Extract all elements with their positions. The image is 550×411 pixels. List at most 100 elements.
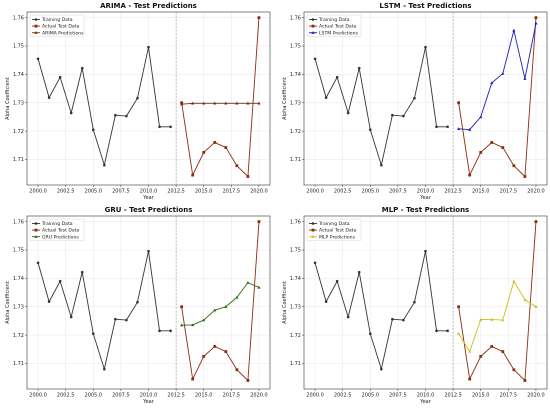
data-point (501, 146, 504, 149)
data-point (435, 126, 438, 129)
y-tick-label: 1.76 (13, 219, 24, 225)
legend: Training DataActual Test DataARIMA Predi… (30, 15, 84, 37)
x-axis-label: Year (142, 399, 155, 405)
data-point (213, 345, 216, 348)
data-point (114, 318, 117, 321)
x-tick-label: 2007.5 (112, 189, 130, 195)
data-point (490, 141, 493, 144)
y-tick-label: 1.73 (290, 304, 301, 310)
data-point (479, 355, 482, 358)
y-tick-label: 1.72 (13, 129, 24, 135)
data-point (48, 96, 51, 99)
data-point (103, 164, 106, 167)
y-tick-label: 1.74 (290, 72, 301, 78)
data-point (213, 141, 216, 144)
legend-label: Training Data (41, 221, 73, 227)
data-point (446, 330, 449, 333)
x-tick-label: 2010.0 (417, 189, 435, 195)
x-tick-label: 2005.0 (362, 189, 380, 195)
y-tick-label: 1.76 (290, 15, 301, 21)
legend-label: Training Data (318, 17, 350, 23)
x-tick-label: 2012.5 (167, 393, 185, 399)
data-point (347, 112, 350, 115)
legend-marker (35, 25, 38, 28)
x-tick-label: 2010.0 (140, 393, 158, 399)
data-point (136, 97, 139, 100)
data-point (413, 301, 416, 304)
data-point (402, 319, 405, 322)
data-point (158, 330, 161, 333)
data-point (136, 301, 139, 304)
data-point (180, 305, 183, 308)
legend-marker (312, 229, 315, 232)
y-axis-label: Alpha Coefficient (5, 281, 11, 324)
data-point (258, 220, 261, 223)
data-point (235, 164, 238, 167)
y-axis-label: Alpha Coefficient (282, 281, 288, 324)
data-point (336, 76, 339, 79)
data-point (125, 319, 128, 322)
chart-panel-2: 2000.0 2002.5 2005.0 2007.5 2010.0 2012.5 2015… (282, 2, 547, 201)
x-tick-label: 2002.5 (334, 393, 352, 399)
data-point (468, 378, 471, 381)
x-tick-label: 2002.5 (334, 189, 352, 195)
data-point (202, 355, 205, 358)
data-point (358, 271, 361, 274)
x-tick-label: 2015.0 (472, 189, 490, 195)
data-point (48, 300, 51, 303)
x-tick-label: 2007.5 (389, 393, 407, 399)
data-point (247, 175, 250, 178)
x-tick-label: 2012.5 (444, 189, 462, 195)
chart-title: GRU - Test Predictions (105, 206, 193, 214)
x-tick-label: 2010.0 (140, 189, 158, 195)
x-tick-label: 2012.5 (167, 189, 185, 195)
data-point (147, 46, 150, 49)
y-tick-label: 1.76 (290, 219, 301, 225)
data-point (169, 330, 172, 333)
x-tick-label: 2000.0 (306, 189, 324, 195)
data-point (169, 126, 172, 129)
y-tick-label: 1.76 (13, 15, 24, 21)
data-point (524, 175, 527, 178)
data-point (413, 97, 416, 100)
x-tick-label: 2000.0 (29, 189, 47, 195)
x-tick-label: 2020.0 (527, 393, 545, 399)
legend-marker (312, 18, 315, 21)
data-point (37, 261, 40, 264)
legend: Training DataActual Test DataLSTM Predic… (307, 15, 361, 37)
data-point (512, 368, 515, 371)
data-point (59, 280, 62, 283)
legend-marker (35, 229, 38, 232)
data-point (191, 378, 194, 381)
data-point (114, 114, 117, 117)
y-tick-label: 1.75 (290, 44, 301, 50)
legend-marker (35, 18, 38, 21)
data-point (336, 280, 339, 283)
x-tick-label: 2007.5 (112, 393, 130, 399)
data-point (369, 332, 372, 335)
legend-label: LSTM Predictions (319, 30, 359, 36)
y-axis-label: Alpha Coefficient (5, 77, 11, 120)
data-point (325, 96, 328, 99)
data-point (501, 350, 504, 353)
legend-label: MLP Predictions (319, 234, 356, 240)
chart-panel-1: 2000.0 2002.5 2005.0 2007.5 2010.0 2012.5 2015… (5, 2, 270, 201)
data-point (202, 151, 205, 154)
x-tick-label: 2020.0 (250, 189, 268, 195)
x-tick-label: 2017.5 (223, 189, 241, 195)
chart-title: LSTM - Test Predictions (379, 2, 471, 10)
data-point (358, 67, 361, 70)
y-tick-label: 1.74 (13, 276, 24, 282)
y-tick-label: 1.73 (290, 100, 301, 106)
legend-label: Actual Test Data (42, 228, 80, 234)
data-point (70, 316, 73, 319)
data-point (369, 128, 372, 131)
x-tick-label: 2020.0 (250, 393, 268, 399)
legend-label: Actual Test Data (42, 24, 80, 30)
data-point (125, 115, 128, 118)
data-point (158, 126, 161, 129)
data-point (535, 16, 538, 19)
x-axis-label: Year (419, 399, 432, 405)
chart-title: MLP - Test Predictions (382, 206, 469, 214)
